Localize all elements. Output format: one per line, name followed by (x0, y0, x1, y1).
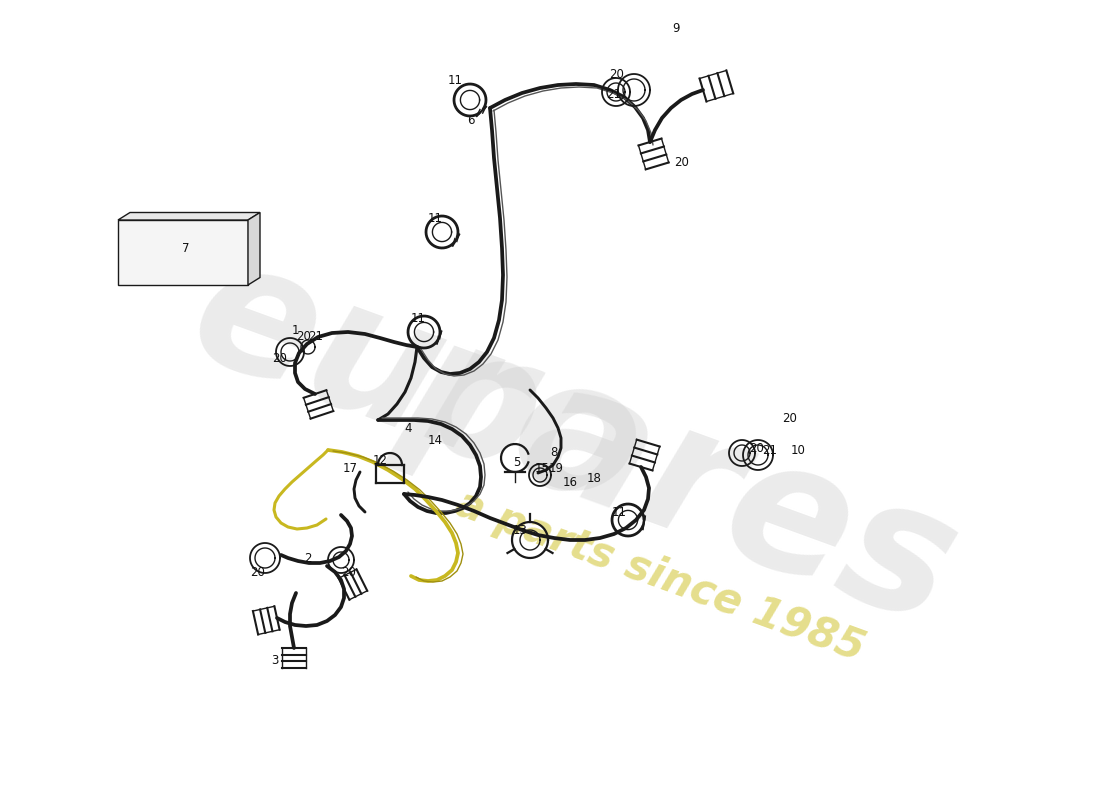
Text: 21: 21 (308, 330, 323, 343)
Text: 15: 15 (535, 462, 549, 474)
Text: 21: 21 (762, 443, 778, 457)
Text: 14: 14 (428, 434, 442, 446)
Text: 21: 21 (606, 89, 621, 102)
Text: 4: 4 (405, 422, 411, 434)
Text: pares: pares (384, 300, 980, 660)
Polygon shape (118, 220, 248, 285)
Text: 5: 5 (514, 455, 520, 469)
Text: 17: 17 (342, 462, 358, 474)
Text: 20: 20 (251, 566, 265, 578)
Text: 16: 16 (562, 475, 578, 489)
Text: 2: 2 (305, 551, 311, 565)
Text: 7: 7 (183, 242, 189, 254)
Text: 20: 20 (342, 566, 356, 578)
Text: 20: 20 (609, 69, 625, 82)
Text: 20: 20 (749, 442, 764, 454)
Text: 12: 12 (373, 454, 387, 466)
Text: 3: 3 (272, 654, 278, 666)
Text: 20: 20 (273, 351, 287, 365)
Text: 19: 19 (549, 462, 563, 474)
Text: 13: 13 (513, 523, 527, 537)
Text: 8: 8 (550, 446, 558, 459)
Text: 1: 1 (292, 323, 299, 337)
Text: 11: 11 (428, 211, 442, 225)
Text: a parts since 1985: a parts since 1985 (450, 482, 870, 670)
Text: 10: 10 (791, 443, 805, 457)
Text: 11: 11 (612, 506, 627, 519)
Polygon shape (118, 213, 260, 220)
Text: 20: 20 (297, 330, 311, 343)
Text: 11: 11 (448, 74, 462, 86)
Text: 18: 18 (586, 471, 602, 485)
Text: 20: 20 (782, 411, 797, 425)
Text: 9: 9 (672, 22, 680, 34)
Text: 6: 6 (468, 114, 475, 126)
Text: 20: 20 (674, 155, 690, 169)
Text: euro: euro (170, 222, 666, 546)
Polygon shape (248, 213, 260, 285)
Text: 11: 11 (410, 311, 426, 325)
